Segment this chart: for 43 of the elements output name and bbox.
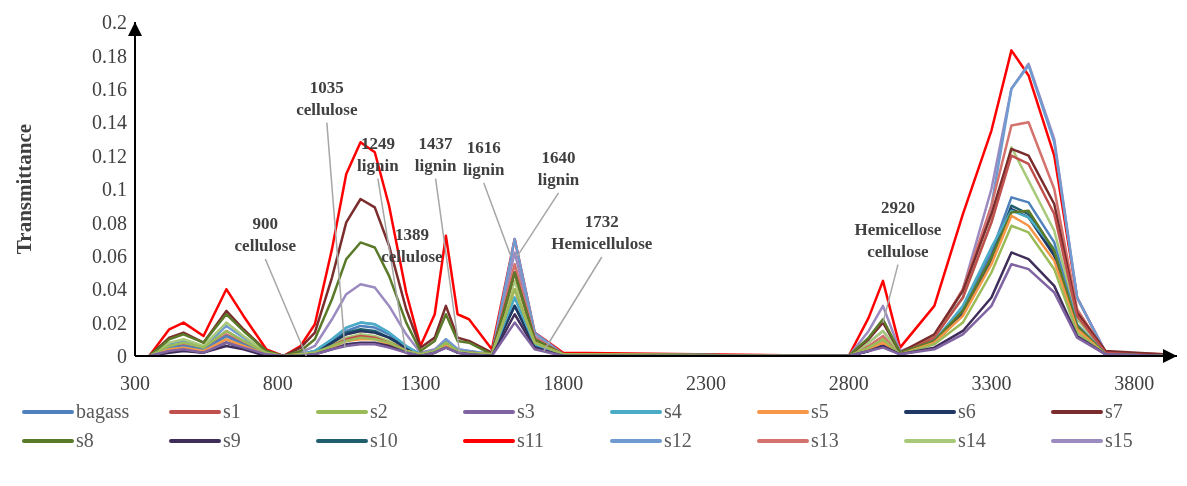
y-tick-label: 0 xyxy=(117,345,127,368)
legend-label: s6 xyxy=(958,400,976,423)
legend-label: s13 xyxy=(811,429,839,452)
y-tick-label: 0.04 xyxy=(92,278,127,301)
legend-label: s9 xyxy=(223,429,241,452)
legend-label: s4 xyxy=(664,400,682,423)
x-tick-label: 2800 xyxy=(828,372,869,395)
annotation: 1640 lignin xyxy=(537,147,580,189)
y-tick-label: 0.02 xyxy=(92,311,127,334)
legend-label: s8 xyxy=(76,429,94,452)
annotation: 2920 Hemicellose cellulose xyxy=(854,197,942,261)
x-tick-label: 800 xyxy=(262,372,293,395)
legend-label: s2 xyxy=(370,400,388,423)
y-tick-label: 0.18 xyxy=(92,44,127,67)
y-tick-label: 0.12 xyxy=(92,144,127,167)
annotation: 1616 lignin xyxy=(462,137,506,179)
legend-label: s5 xyxy=(811,400,829,423)
x-tick-label: 3800 xyxy=(1114,372,1155,395)
x-tick-label: 300 xyxy=(120,372,150,395)
y-tick-label: 0.06 xyxy=(92,244,127,267)
legend-label: s15 xyxy=(1105,429,1133,452)
annotation: 900 cellulose xyxy=(234,213,297,255)
y-tick-label: 0.08 xyxy=(92,211,127,234)
x-tick-label: 1800 xyxy=(543,372,584,395)
legend-label: s11 xyxy=(517,429,545,452)
legend-label: s7 xyxy=(1105,400,1123,423)
y-tick-label: 0.16 xyxy=(92,77,127,100)
legend-label: s3 xyxy=(517,400,535,423)
legend-label: s14 xyxy=(958,429,986,452)
annotation: 1437 lignin xyxy=(414,133,457,175)
y-axis-title: Transmittance xyxy=(12,123,37,255)
legend-label: s1 xyxy=(223,400,241,423)
legend-label: s10 xyxy=(370,429,398,452)
legend-label: s12 xyxy=(664,429,692,452)
x-tick-label: 2300 xyxy=(685,372,726,395)
y-tick-label: 0.1 xyxy=(102,178,127,201)
y-tick-label: 0.2 xyxy=(102,11,127,34)
annotation: 1732 Hemicellulose xyxy=(551,211,653,253)
x-tick-label: 3300 xyxy=(971,372,1012,395)
annotation: 1035 cellulose xyxy=(296,77,358,119)
legend-label: bagass xyxy=(76,400,130,423)
y-tick-label: 0.14 xyxy=(92,111,127,134)
x-tick-label: 1300 xyxy=(400,372,441,395)
